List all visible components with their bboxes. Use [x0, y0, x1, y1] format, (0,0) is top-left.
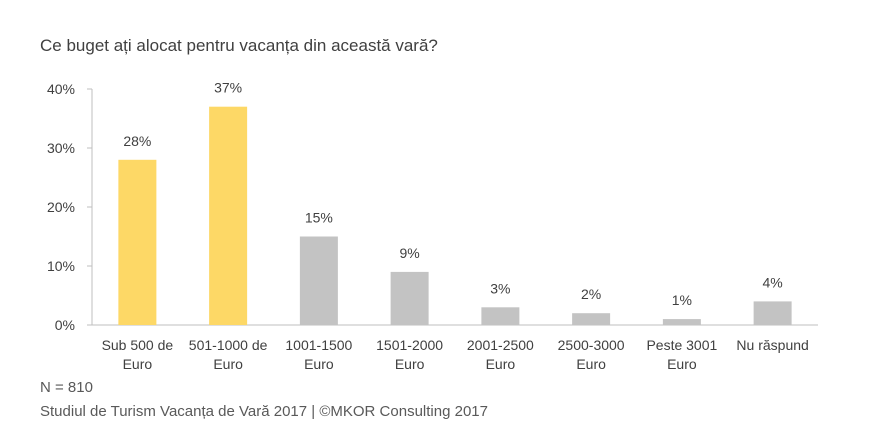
- x-category-label: 1001-1500 Euro: [285, 337, 352, 372]
- chart-title: Ce buget ați alocat pentru vacanța din a…: [40, 36, 438, 55]
- y-tick-label: 20%: [47, 199, 75, 215]
- bar-value-label: 28%: [123, 133, 151, 149]
- bar-value-label: 3%: [490, 280, 510, 296]
- y-tick-label: 30%: [47, 140, 75, 156]
- bar-value-label: 15%: [305, 210, 333, 226]
- bar: [481, 307, 520, 325]
- x-category-label: 2001-2500 Euro: [467, 337, 534, 372]
- bar: [118, 159, 157, 325]
- source-note: Studiul de Turism Vacanța de Vară 2017 |…: [40, 403, 488, 420]
- y-tick-label: 0%: [55, 317, 75, 333]
- x-category-label: 1501-2000 Euro: [376, 337, 443, 372]
- y-tick-label: 10%: [47, 258, 75, 274]
- x-category-label: Sub 500 de Euro: [102, 337, 174, 372]
- bar-value-label: 37%: [214, 80, 242, 96]
- x-category-label: 2500-3000 Euro: [558, 337, 625, 372]
- y-tick-label: 40%: [47, 81, 75, 97]
- bar: [390, 271, 429, 325]
- bar: [209, 106, 248, 325]
- bar-value-label: 4%: [763, 274, 783, 290]
- bar-value-label: 2%: [581, 286, 601, 302]
- bar: [662, 319, 701, 325]
- x-category-label: Nu răspund: [736, 337, 808, 353]
- bar: [572, 313, 611, 325]
- x-category-label: Peste 3001 Euro: [646, 337, 717, 372]
- bar-value-label: 1%: [672, 292, 692, 308]
- bar-value-label: 9%: [400, 245, 420, 261]
- sample-size-note: N = 810: [40, 379, 93, 396]
- bar: [299, 236, 338, 325]
- bar: [753, 301, 792, 325]
- x-category-label: 501-1000 de Euro: [189, 337, 268, 372]
